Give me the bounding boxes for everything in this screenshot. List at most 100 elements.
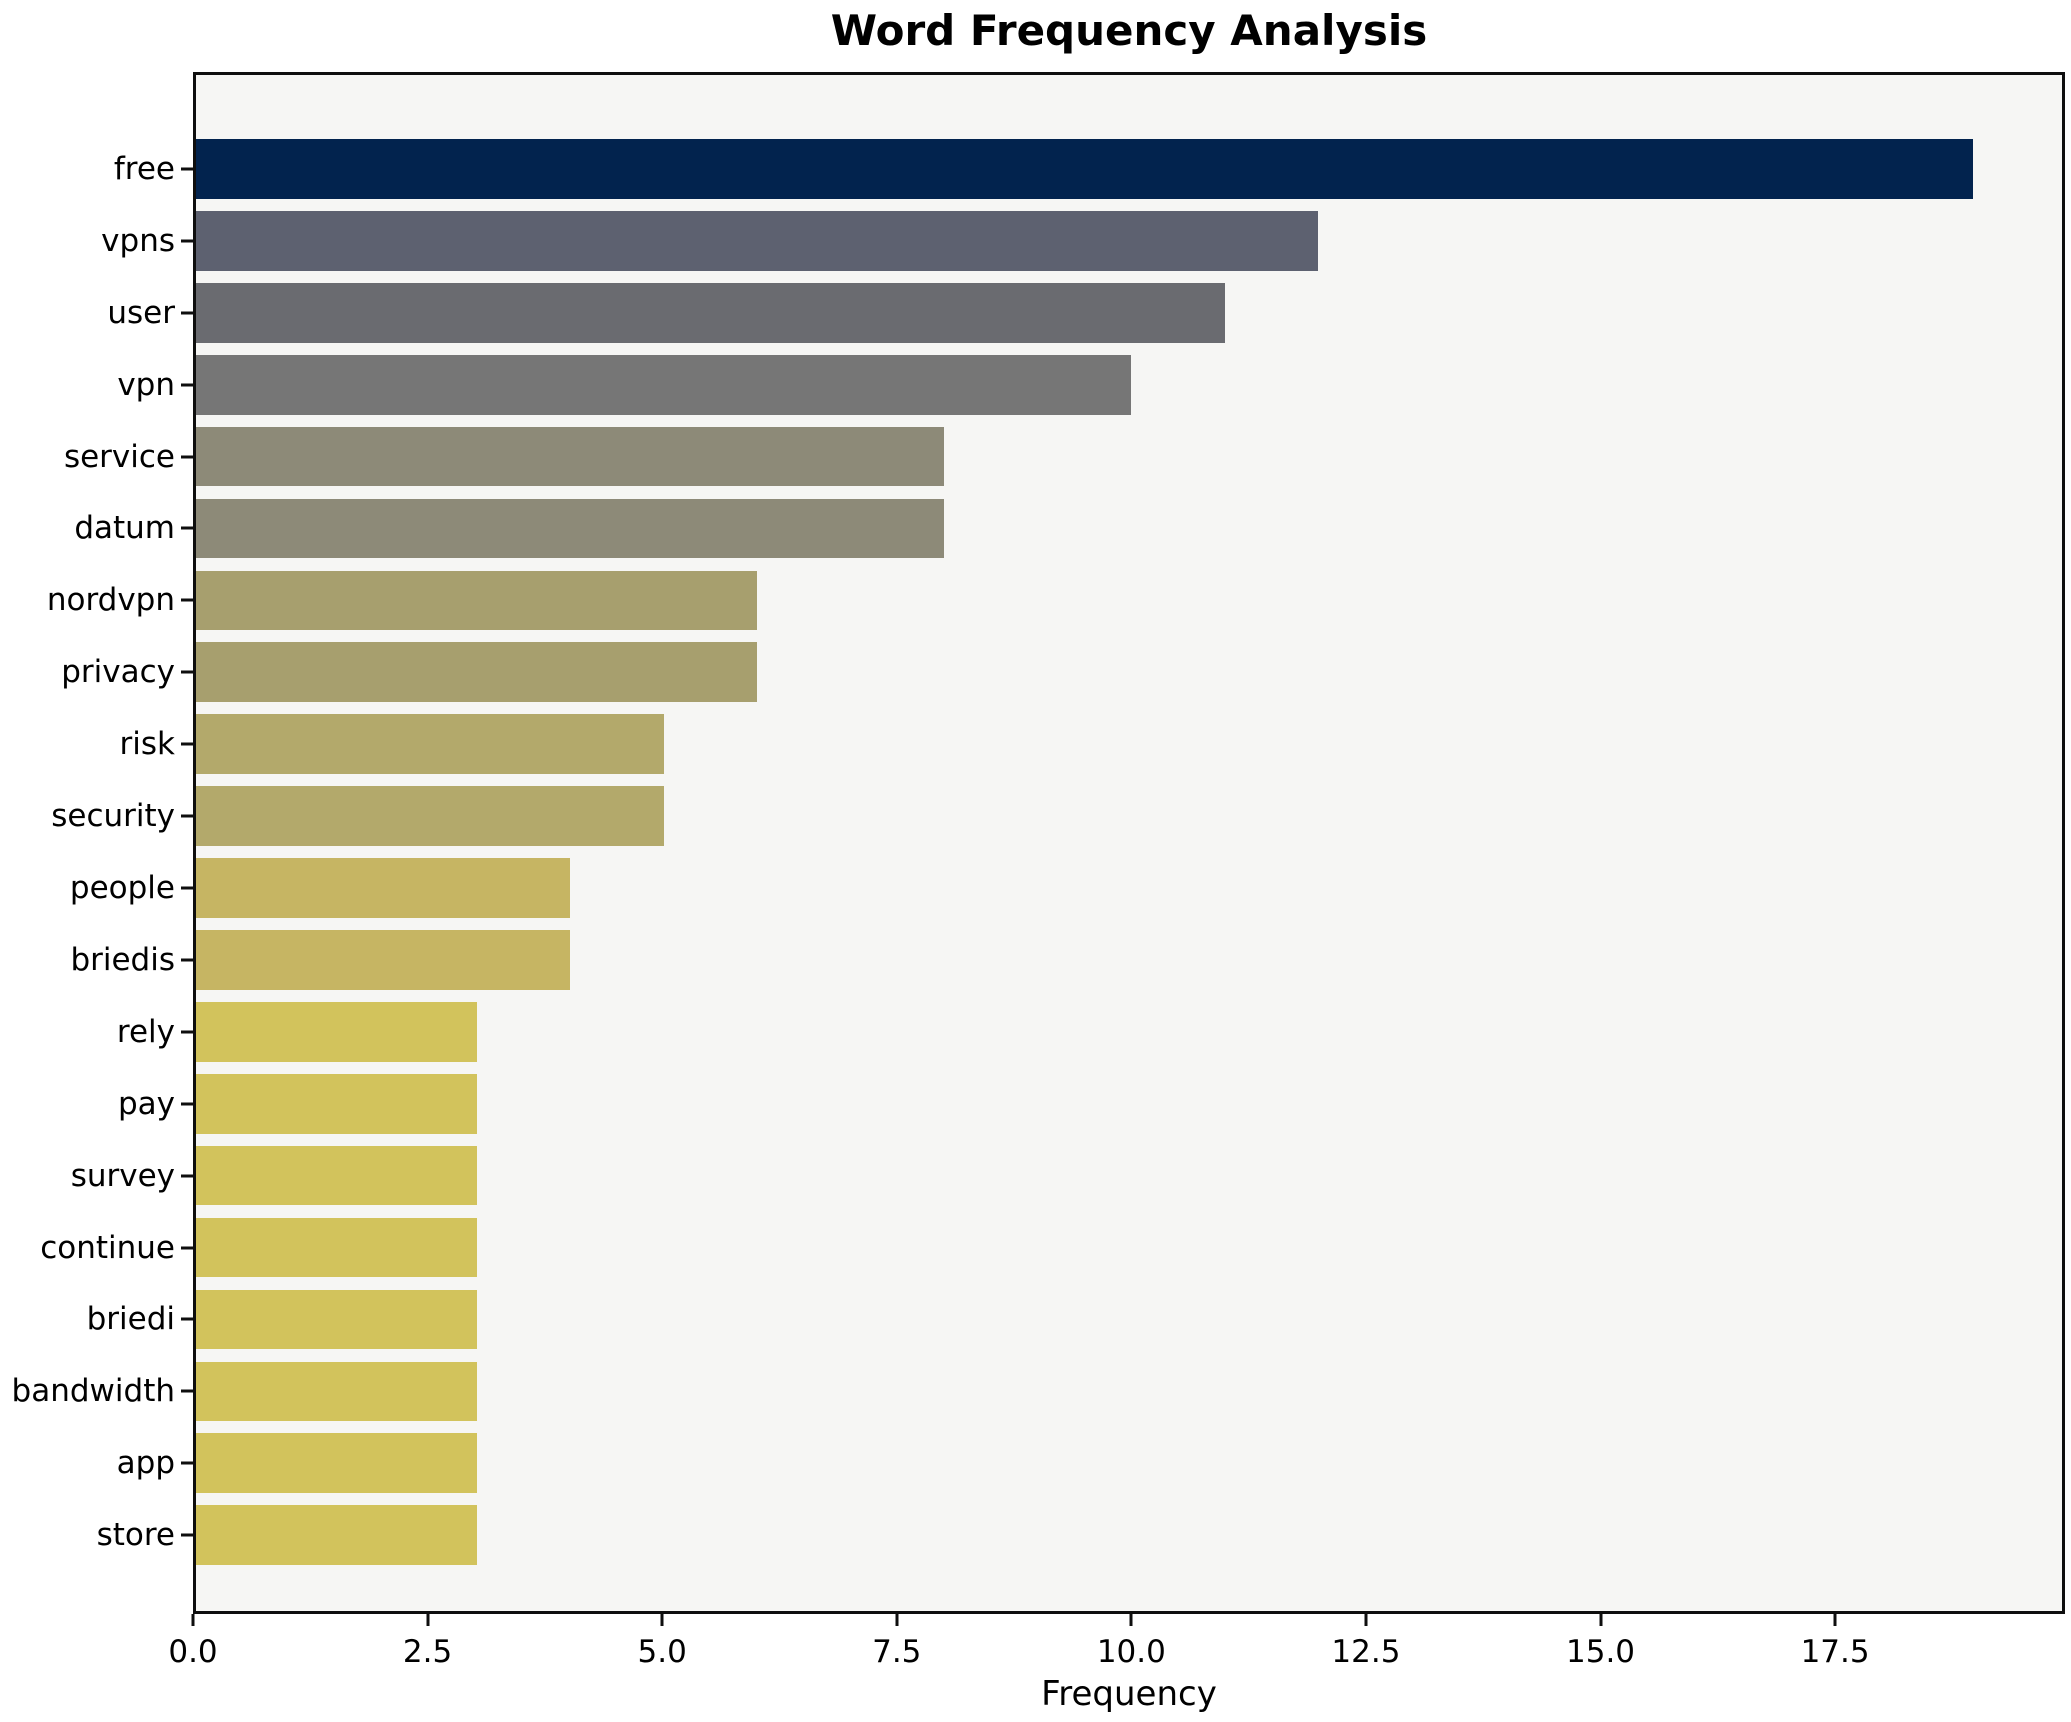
bar-row: privacy (61, 636, 2062, 708)
frequency-bar (196, 211, 1319, 271)
bar-row: bandwidth (12, 1355, 2062, 1427)
x-tick-label: 10.0 (1096, 1634, 1166, 1670)
frequency-bar (196, 498, 945, 559)
y-axis-label: briedi (86, 1301, 175, 1338)
bar-row: security (51, 780, 2062, 852)
y-axis-label: briedis (70, 941, 175, 978)
y-axis-label: privacy (61, 654, 175, 691)
frequency-bar (196, 930, 571, 990)
x-tick-mark (426, 1614, 430, 1626)
x-tick-label: 7.5 (872, 1634, 922, 1670)
bar-row: people (70, 852, 2062, 924)
bar-row: app (117, 1427, 2062, 1499)
bar-row: pay (118, 1068, 2062, 1140)
x-tick-label: 5.0 (637, 1634, 687, 1670)
y-tick-mark (181, 598, 193, 602)
x-tick-label: 12.5 (1331, 1634, 1401, 1670)
x-tick-label: 2.5 (402, 1634, 453, 1670)
x-axis-label: Frequency (1041, 1674, 1217, 1714)
y-tick-mark (181, 1174, 193, 1178)
y-tick-mark (181, 526, 193, 530)
frequency-bar (196, 1001, 477, 1062)
x-tick-mark (1129, 1614, 1133, 1626)
y-axis-label: vpns (101, 222, 175, 259)
y-tick-mark (181, 311, 193, 315)
frequency-bar (196, 642, 758, 703)
x-tick-mark (1364, 1614, 1368, 1626)
x-tick-mark (895, 1614, 899, 1626)
x-tick-mark (1599, 1614, 1603, 1626)
y-axis-label: service (63, 438, 175, 475)
bar-row: briedi (87, 1284, 2062, 1356)
frequency-bar (196, 1145, 477, 1206)
x-axis: 0.0 2.5 5.0 7.5 10.0 12.5 15.0 17.5 (168, 1614, 2065, 1684)
x-tick-label: 0.0 (168, 1634, 218, 1670)
bar-row: risk (120, 708, 2062, 780)
y-axis-label: survey (70, 1157, 175, 1194)
bar-row: vpns (101, 205, 2062, 277)
y-tick-mark (181, 1102, 193, 1106)
frequency-bar (196, 1073, 477, 1134)
bar-row: survey (71, 1140, 2062, 1212)
bar-row: store (97, 1499, 2062, 1571)
y-axis-label: vpn (117, 366, 175, 403)
y-axis-label: pay (117, 1085, 175, 1122)
bar-row: vpn (117, 349, 2062, 421)
y-tick-mark (181, 814, 193, 818)
frequency-bar (196, 1505, 477, 1565)
bar-row: user (107, 277, 2062, 349)
y-axis-label: security (51, 798, 175, 835)
bar-row: briedis (70, 924, 2062, 996)
y-tick-mark (181, 886, 193, 890)
x-tick-mark (660, 1614, 664, 1626)
y-tick-mark (181, 167, 193, 171)
x-tick-label: 15.0 (1566, 1634, 1636, 1670)
frequency-bar (196, 1217, 477, 1278)
y-tick-mark (181, 1461, 193, 1465)
y-tick-mark (181, 239, 193, 243)
bar-row: service (64, 421, 2062, 493)
y-axis-label: bandwidth (11, 1373, 175, 1410)
bar-row: rely (117, 996, 2062, 1068)
frequency-bar (196, 858, 571, 918)
y-tick-mark (181, 742, 193, 746)
y-tick-mark (181, 1317, 193, 1321)
y-axis-label: people (69, 870, 175, 907)
y-axis-label: store (96, 1517, 175, 1554)
frequency-bar (196, 714, 664, 775)
y-axis-label: datum (74, 510, 175, 547)
y-axis-label: app (116, 1445, 175, 1482)
y-axis-label: nordvpn (46, 582, 175, 619)
frequency-bar (196, 1361, 477, 1422)
y-tick-mark (181, 1389, 193, 1393)
frequency-bar (196, 1289, 477, 1350)
y-axis-label: free (113, 150, 175, 187)
bar-row: datum (74, 493, 2062, 565)
y-tick-mark (181, 383, 193, 387)
plot-area: free vpns user vpn service datum nordvpn… (12, 72, 2065, 1614)
y-axis-label: user (107, 294, 175, 331)
y-axis-label: continue (40, 1229, 175, 1266)
bar-rows: free vpns user vpn service datum nordvpn… (12, 75, 2062, 1611)
y-axis-label: risk (119, 726, 175, 763)
frequency-bar (196, 354, 1132, 415)
y-tick-mark (181, 958, 193, 962)
frequency-bar (196, 1433, 477, 1494)
chart-title: Word Frequency Analysis (830, 6, 1428, 55)
y-axis-label: rely (116, 1013, 175, 1050)
bar-row: continue (40, 1212, 2062, 1284)
y-tick-mark (181, 1533, 193, 1537)
y-tick-mark (181, 455, 193, 459)
frequency-bar (196, 426, 945, 487)
bar-row: nordvpn (47, 564, 2062, 636)
y-tick-mark (181, 1246, 193, 1250)
frequency-bar (196, 786, 664, 846)
y-tick-mark (181, 670, 193, 674)
frequency-bar (196, 282, 1225, 343)
x-tick-label: 17.5 (1800, 1634, 1870, 1670)
x-tick-mark (1833, 1614, 1837, 1626)
x-tick-mark (191, 1614, 195, 1626)
frequency-bar (196, 570, 758, 631)
bar-row: free (114, 133, 2062, 205)
